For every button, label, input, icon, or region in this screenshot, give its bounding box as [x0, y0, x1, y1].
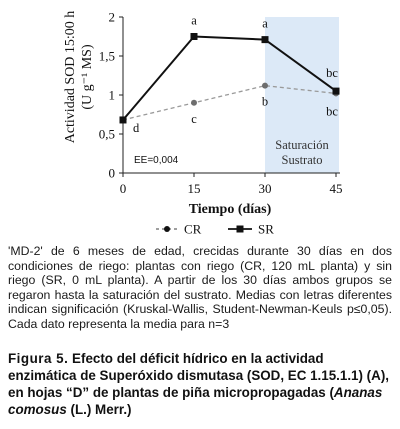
legend-cr-label: CR [184, 222, 202, 237]
figure-title-part1: Efecto del déficit hídrico en la activid… [8, 351, 389, 400]
x-tick-label-2: 30 [259, 181, 272, 196]
species-name: Ananas comosus [8, 385, 383, 417]
significance-letter-cr-1: c [191, 112, 197, 126]
sod-activity-chart: Saturación Sustrato 0 0,5 1 1,5 2 0 15 30 45 Ac… [63, 10, 343, 237]
point-cr-1 [191, 99, 197, 106]
point-cr-2 [262, 82, 268, 89]
significance-letter-cr-3: bc [326, 104, 338, 118]
figure-label: Figura 5. [8, 351, 69, 366]
legend-sr-marker [236, 225, 244, 233]
series-line-cr [122, 84, 337, 121]
y-tick-label-3: 1,5 [99, 49, 115, 64]
y-tick-label-0: 0 [109, 166, 116, 181]
standard-error-note: EE=0,004 [134, 155, 179, 166]
y-tick-label-2: 1 [109, 88, 116, 103]
series-line-sr [122, 35, 337, 121]
x-tick-label-3: 45 [330, 181, 343, 196]
point-sr-1 [190, 33, 198, 40]
x-tick-label-1: 15 [188, 181, 201, 196]
y-axis-title-line1: Actividad SOD 15:00 h [63, 11, 78, 144]
chart-legend: CR SR [156, 222, 274, 237]
significance-letter-sr-3: bc [326, 66, 338, 80]
point-sr-0 [119, 116, 127, 124]
x-tick-label-0: 0 [120, 181, 127, 196]
figure-caption-text: 'MD-2' de 6 meses de edad, crecidas dura… [8, 244, 392, 331]
figure-title: Figura 5. Efecto del déficit hídrico en … [8, 350, 394, 418]
y-axis-title-line2: (U g⁻¹ MS) [80, 44, 95, 110]
significance-letter-cr-0: d [133, 121, 140, 135]
saturation-shaded-region [265, 17, 339, 173]
y-tick-label-1: 0,5 [99, 127, 115, 142]
point-sr-2 [261, 36, 269, 44]
legend-sr-label: SR [258, 222, 274, 237]
shaded-region-label-line1: Saturación [275, 138, 329, 152]
x-axis-title: Tiempo (días) [189, 202, 272, 217]
figure-title-part2: (L.) Merr.) [66, 402, 132, 417]
shaded-region-label-line2: Sustrato [282, 153, 323, 167]
y-tick-label-4: 2 [109, 10, 116, 25]
point-sr-3 [332, 87, 340, 95]
significance-letter-sr-2: a [262, 17, 268, 31]
legend-cr-marker [164, 226, 170, 232]
significance-letter-cr-2: b [262, 95, 268, 109]
significance-letter-sr-1: a [191, 14, 197, 28]
